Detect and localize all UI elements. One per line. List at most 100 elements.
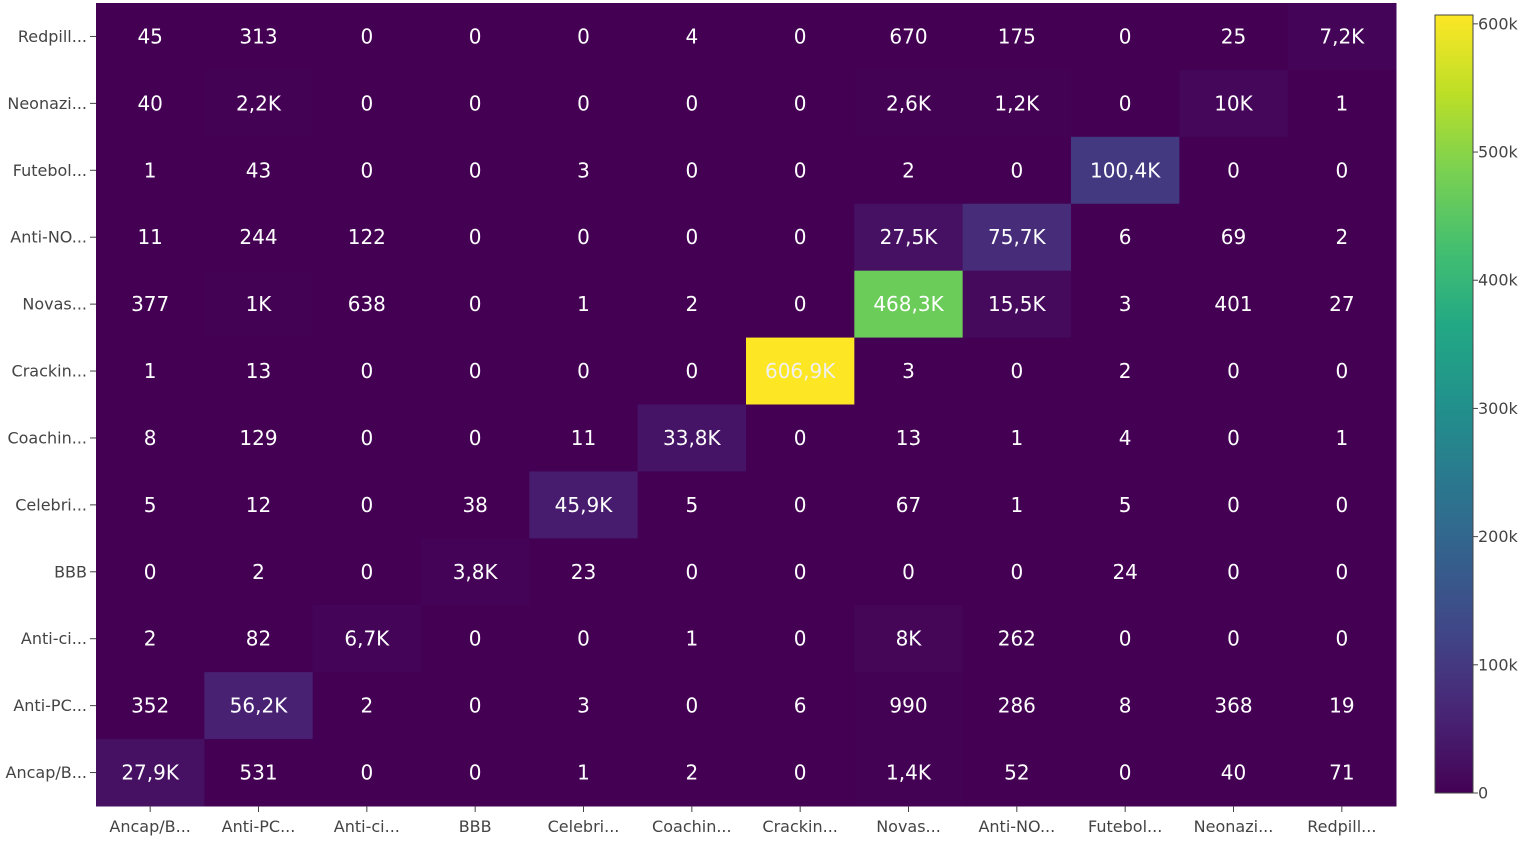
heatmap-cell — [96, 605, 205, 673]
x-tick-label: Anti-ci... — [334, 817, 400, 836]
heatmap-cell — [1071, 538, 1180, 606]
heatmap-cell — [421, 538, 530, 606]
cell-value-label: 0 — [902, 560, 915, 584]
cell-value-label: 1 — [1335, 426, 1348, 450]
cell-value-label: 0 — [794, 225, 807, 249]
y-tick-label: Novas... — [22, 295, 87, 314]
heatmap-cell — [1071, 672, 1180, 740]
cell-value-label: 3 — [577, 158, 590, 182]
heatmap-cell — [1287, 538, 1397, 606]
cell-value-label: 352 — [131, 694, 169, 718]
heatmap-cell — [529, 605, 639, 673]
cell-value-label: 1 — [144, 359, 157, 383]
heatmap-cell — [1287, 672, 1397, 740]
cell-value-label: 69 — [1221, 225, 1246, 249]
heatmap-cell — [1179, 69, 1289, 138]
heatmap-cell — [204, 404, 314, 472]
x-tick-label: Crackin... — [762, 817, 837, 836]
heatmap-cell — [1287, 69, 1397, 138]
cell-value-label: 0 — [469, 694, 482, 718]
cell-value-label: 0 — [469, 292, 482, 316]
heatmap-cell — [746, 605, 855, 673]
x-axis: Ancap/B... Anti-PC... Anti-ci... BBB Celebri… — [109, 806, 1376, 836]
x-tick-label: Coachin... — [652, 817, 732, 836]
heatmap-cell — [529, 404, 639, 472]
cell-value-label: 5 — [144, 493, 157, 517]
x-tick-label: BBB — [459, 817, 492, 836]
cell-value-label: 1,4K — [886, 761, 932, 785]
heatmap-cell — [1179, 270, 1289, 339]
heatmap-cell — [312, 203, 422, 272]
heatmap-cell — [96, 471, 205, 539]
heatmap-cell — [312, 672, 422, 740]
cell-value-label: 2 — [360, 694, 373, 718]
cell-value-label: 2 — [902, 158, 915, 182]
cell-value-label: 3 — [902, 359, 915, 383]
heatmap-cell — [1287, 136, 1397, 205]
y-tick-label: Anti-PC... — [13, 696, 87, 715]
heatmap-cell — [1287, 605, 1397, 673]
cell-value-label: 75,7K — [988, 225, 1047, 249]
x-tick-label: Novas... — [876, 817, 941, 836]
heatmap-cell — [1179, 739, 1289, 807]
heatmap-cell — [529, 270, 639, 339]
heatmap-cell — [746, 270, 855, 339]
heatmap-cell — [96, 337, 205, 405]
heatmap-cell — [204, 3, 314, 71]
y-tick-label: Celebri... — [15, 495, 87, 514]
cell-value-label: 56,2K — [230, 694, 289, 718]
colorbar-tick-label: 200k — [1478, 527, 1519, 546]
heatmap-cell — [637, 672, 747, 740]
heatmap-cell — [746, 3, 855, 71]
heatmap-cell — [1179, 672, 1289, 740]
cell-value-label: 122 — [348, 225, 386, 249]
heatmap-cell — [854, 69, 964, 138]
cell-value-label: 0 — [469, 359, 482, 383]
heatmap-cell — [854, 471, 964, 539]
heatmap-cell — [312, 739, 422, 807]
cell-value-label: 175 — [998, 24, 1036, 48]
heatmap-cell — [746, 69, 855, 138]
cell-value-label: 0 — [1227, 158, 1240, 182]
heatmap-cell — [962, 337, 1072, 405]
y-tick-label: Futebol... — [13, 161, 87, 180]
heatmap-cell — [96, 404, 205, 472]
heatmap-cell — [1287, 471, 1397, 539]
cell-value-label: 0 — [469, 91, 482, 115]
x-tick-label: Futebol... — [1088, 817, 1162, 836]
y-tick-label: Neonazi... — [7, 94, 87, 113]
heatmap-cell — [204, 136, 314, 205]
heatmap-cell — [204, 69, 314, 138]
y-tick-label: Coachin... — [7, 428, 87, 447]
heatmap-cell — [854, 739, 964, 807]
heatmap-cell — [312, 538, 422, 606]
heatmap-cell — [96, 203, 205, 272]
heatmap-cell — [312, 69, 422, 138]
cell-value-label: 0 — [685, 560, 698, 584]
heatmap-cell — [746, 337, 855, 405]
cell-value-label: 0 — [794, 24, 807, 48]
cell-value-label: 286 — [998, 694, 1036, 718]
heatmap-cell — [529, 672, 639, 740]
cell-value-label: 0 — [360, 493, 373, 517]
heatmap-cell — [1071, 471, 1180, 539]
heatmap-cell — [637, 471, 747, 539]
cell-value-label: 1 — [1335, 91, 1348, 115]
cell-value-label: 2 — [1335, 225, 1348, 249]
heatmap-cell — [1287, 203, 1397, 272]
heatmap-cell — [1287, 404, 1397, 472]
heatmap-cell — [96, 739, 205, 807]
cell-value-label: 1 — [1010, 426, 1023, 450]
cell-value-label: 2,2K — [236, 91, 282, 115]
cell-value-label: 19 — [1329, 694, 1354, 718]
cell-value-label: 0 — [794, 426, 807, 450]
cell-value-label: 4 — [685, 24, 698, 48]
y-tick-label: Anti-NO... — [10, 228, 87, 247]
heatmap-cell — [204, 270, 314, 339]
heatmap-cell — [962, 270, 1072, 339]
heatmap-cell — [312, 337, 422, 405]
heatmap-cell — [204, 538, 314, 606]
heatmap-cell — [637, 538, 747, 606]
heatmap-cell — [421, 270, 530, 339]
heatmap-cell — [746, 538, 855, 606]
